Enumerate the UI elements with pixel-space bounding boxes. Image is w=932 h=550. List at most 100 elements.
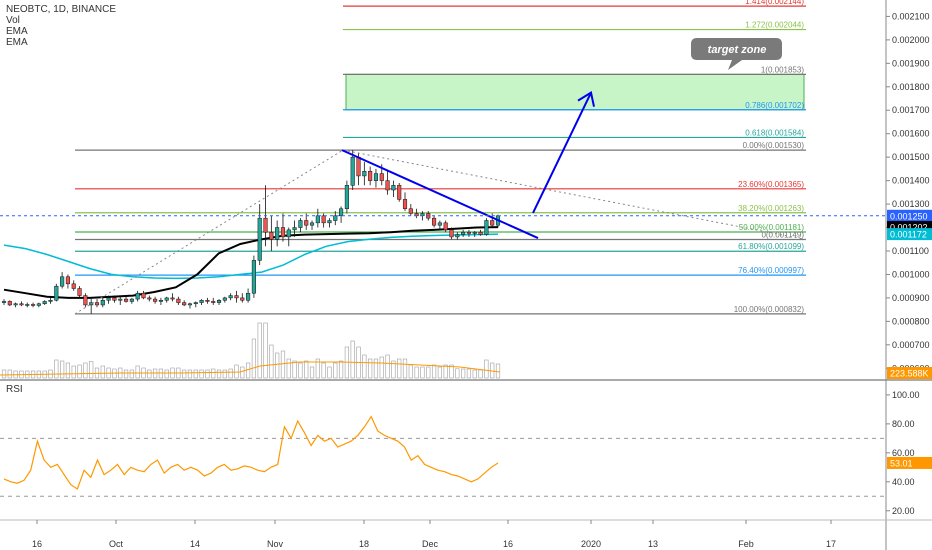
legend-ema-2[interactable]: EMA — [6, 37, 28, 48]
ema-slow-line — [3, 233, 499, 280]
candle — [275, 220, 280, 247]
legend-ema-1[interactable]: EMA — [6, 26, 28, 37]
swing-dotted-line — [342, 149, 807, 240]
candle-body — [158, 299, 163, 302]
candle — [286, 227, 291, 247]
candle-body — [205, 299, 210, 302]
fib-level-label: 50.00%(0.001181) — [739, 223, 805, 232]
volume-bar — [455, 368, 460, 379]
candle — [100, 296, 105, 308]
candle — [315, 208, 320, 228]
candle-body — [141, 292, 146, 299]
volume-bar — [327, 366, 332, 379]
falling-trendline — [341, 149, 539, 239]
volume-bar — [234, 364, 239, 379]
candle — [147, 295, 152, 302]
candle — [31, 302, 36, 308]
candle — [25, 302, 30, 308]
candle — [135, 290, 140, 302]
legend-vol[interactable]: Vol — [6, 15, 20, 26]
candle — [443, 220, 448, 233]
candle-body — [187, 303, 193, 306]
candle — [402, 192, 408, 212]
legend-rsi[interactable]: RSI — [6, 384, 23, 395]
candle-body — [263, 217, 268, 233]
volume-bar — [385, 354, 390, 379]
candle-body — [123, 298, 129, 302]
volume-bar — [199, 369, 204, 379]
candle — [339, 206, 344, 223]
candle-body — [77, 288, 82, 296]
candle-body — [106, 297, 111, 301]
rsi-line — [3, 415, 499, 490]
candle-body — [455, 234, 460, 238]
candle-body — [199, 299, 204, 303]
candle — [7, 300, 12, 307]
candle — [170, 293, 175, 302]
volume-bar — [77, 364, 82, 379]
candle — [240, 293, 245, 303]
candle-body — [71, 283, 76, 289]
candle-body — [368, 170, 373, 181]
candle-body — [484, 220, 489, 235]
rsi-tick-label: 60.00 — [892, 448, 915, 458]
candle-body — [118, 298, 123, 301]
candle-body — [315, 215, 320, 224]
candle — [118, 296, 123, 305]
fib-level-label: 38.20%(0.001263) — [738, 204, 804, 213]
volume-bar — [245, 362, 251, 379]
candle — [432, 215, 437, 228]
fib-level-label: 1.414(0.002144) — [745, 0, 804, 6]
volume-bar — [83, 362, 88, 379]
candle-body — [339, 208, 344, 217]
rsi-tag-box — [887, 456, 932, 469]
candle-body — [269, 231, 274, 240]
volume-bar — [228, 368, 233, 379]
price-tick-label: 0.001900 — [892, 58, 930, 68]
time-tick-label: 16 — [32, 539, 42, 549]
volume-bar — [71, 365, 76, 379]
candle-body — [222, 297, 227, 301]
candle-body — [89, 302, 94, 306]
candle-body — [54, 285, 59, 301]
candle-body — [350, 156, 355, 186]
volume-bar — [89, 361, 94, 379]
candle — [257, 204, 262, 266]
candle-body — [129, 298, 134, 302]
volume-bar — [420, 366, 425, 379]
candle-body — [362, 170, 367, 177]
candle — [309, 220, 315, 230]
candle — [187, 302, 193, 309]
candle-body — [1, 301, 7, 303]
candle-body — [461, 231, 466, 235]
fib-level-label: 0.786(0.001702) — [745, 101, 804, 110]
candle-body — [31, 304, 36, 306]
candle — [158, 297, 163, 305]
fibonacci-levels: 1.414(0.002144) 1.272(0.002044) 1(0.001853… — [75, 0, 806, 315]
swing-dotted-line — [74, 149, 344, 315]
volume-bar — [123, 369, 129, 379]
volume-ema-line — [0, 361, 501, 376]
volume-bar — [478, 369, 483, 379]
volume-bar — [65, 362, 71, 379]
candle — [408, 204, 413, 216]
volume-bar — [362, 354, 367, 379]
candle — [321, 213, 326, 228]
candle-body — [275, 227, 280, 240]
volume-bar — [461, 368, 466, 379]
candle-body — [25, 304, 30, 306]
last-price-tag: 0.001250 — [890, 211, 928, 221]
candle — [269, 215, 274, 251]
candle-body — [478, 231, 483, 235]
legend-symbol[interactable]: NEOBTC, 1D, BINANCE — [6, 4, 117, 15]
candle — [484, 218, 489, 236]
candle-body — [432, 217, 437, 226]
candle-body — [257, 217, 262, 261]
time-tick-label: 17 — [826, 539, 836, 549]
target-zone-callout — [691, 38, 782, 70]
candle — [362, 161, 367, 186]
volume-bar — [182, 369, 187, 379]
candle-body — [449, 229, 454, 238]
candle — [89, 297, 94, 314]
